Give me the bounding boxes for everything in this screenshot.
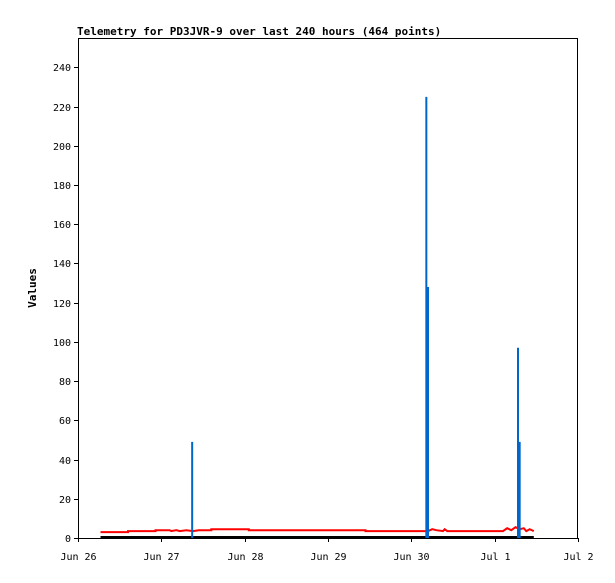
x-tick-label: Jun 29	[310, 552, 346, 563]
y-tick-label: 80	[59, 377, 71, 388]
series-line	[100, 526, 535, 534]
y-tick-label: 20	[59, 495, 71, 506]
chart-title: Telemetry for PD3JVR-9 over last 240 hou…	[77, 25, 441, 38]
y-tick-label: 240	[53, 63, 71, 74]
x-tick-label: Jul 2	[563, 552, 593, 563]
x-axis-ticks: Jun 26 Jun 27 Jun 28 Jun 29 Jun 30 Jul 1 Jul 2	[60, 538, 594, 563]
x-tick-label: Jun 26	[60, 552, 96, 563]
y-tick-label: 220	[53, 103, 71, 114]
y-tick-label: 140	[53, 259, 71, 270]
y-tick-label: 180	[53, 181, 71, 192]
y-tick-label: 120	[53, 299, 71, 310]
y-tick-label: 60	[59, 416, 71, 427]
y-tick-label: 160	[53, 220, 71, 231]
y-tick-label: 200	[53, 142, 71, 153]
series-layer	[100, 96, 535, 538]
y-axis-ticks: 0 20 40 60 80 100 120 140 160 180 200 220 240	[53, 63, 78, 545]
x-tick-label: Jun 28	[227, 552, 263, 563]
x-tick-label: Jun 30	[393, 552, 429, 563]
plot-frame	[78, 38, 578, 539]
y-tick-label: 40	[59, 456, 71, 467]
y-tick-label: 100	[53, 338, 71, 349]
y-axis-label: Values	[26, 268, 39, 308]
y-tick-label: 0	[65, 534, 71, 545]
x-tick-label: Jun 27	[143, 552, 179, 563]
x-tick-label: Jul 1	[480, 552, 510, 563]
